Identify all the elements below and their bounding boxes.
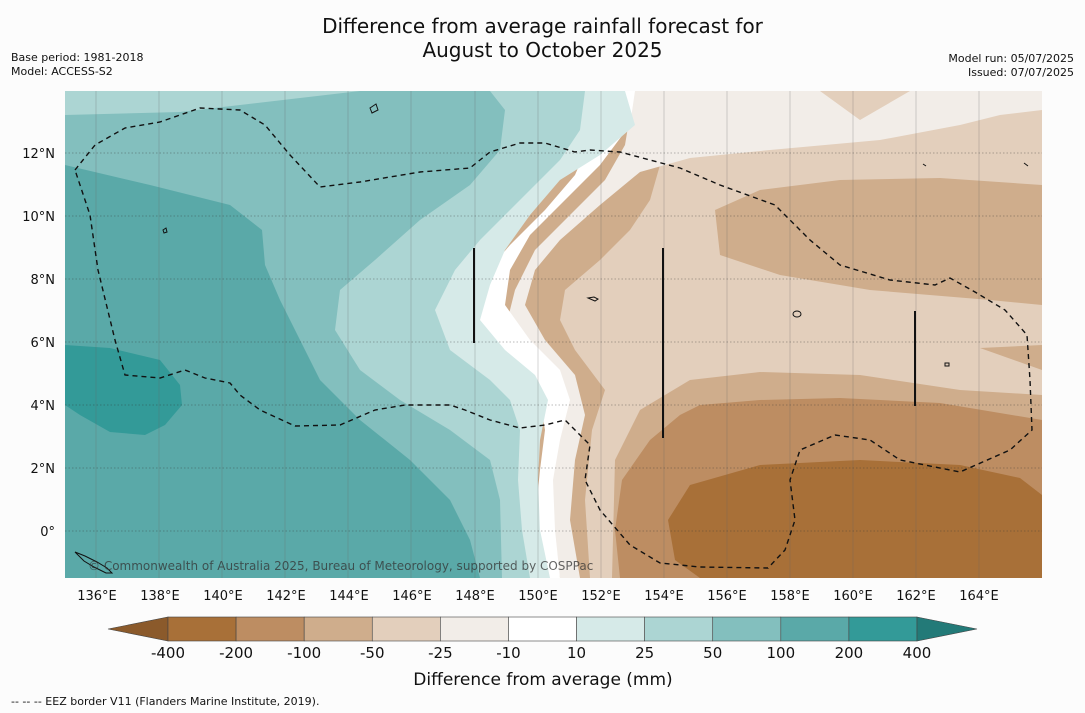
region-wet <box>65 165 480 578</box>
lon-label: 140°E <box>203 589 243 604</box>
lat-label: 10°N <box>22 210 55 225</box>
lat-axis: 12°N 10°N 8°N 6°N 4°N 2°N 0° <box>22 147 55 540</box>
lat-label: 0° <box>40 525 55 540</box>
colorbar-tick-label: 200 <box>835 644 864 662</box>
colorbar-cell <box>780 616 850 642</box>
vertical-markers <box>473 248 916 438</box>
lon-label: 160°E <box>833 589 873 604</box>
region-light-dry <box>560 91 1042 578</box>
region-slight-dry <box>505 91 1042 578</box>
lon-label: 152°E <box>581 589 621 604</box>
lon-label: 136°E <box>77 589 117 604</box>
colorbar-label: Difference from average (mm) <box>413 670 672 690</box>
colorbar-ticks: -400 -200 -100 -50 -25 -10 10 25 50 100 200 400 <box>151 644 931 662</box>
colorbar-cell <box>576 616 645 642</box>
lon-label: 144°E <box>329 589 369 604</box>
lon-label: 142°E <box>266 589 306 604</box>
meta-left: Base period: 1981-2018 Model: ACCESS-S2 <box>11 51 143 79</box>
lon-label: 148°E <box>455 589 495 604</box>
colorbar-tick-label: -100 <box>287 644 321 662</box>
meta-right: Model run: 05/07/2025 Issued: 07/07/2025 <box>948 52 1074 80</box>
islands <box>74 103 1029 574</box>
map-plot-area: © Commonwealth of Australia 2025, Bureau… <box>65 91 1042 578</box>
copyright-credit: © Commonwealth of Australia 2025, Bureau… <box>88 559 593 573</box>
model-name: Model: ACCESS-S2 <box>11 65 113 78</box>
title-line-2: August to October 2025 <box>422 38 663 62</box>
colorbar: -400 -200 -100 -50 -25 -10 10 25 50 100 200 400 Dif… <box>107 616 978 690</box>
colorbar-extend-high <box>916 616 978 642</box>
lon-label: 164°E <box>959 589 999 604</box>
region-neutral <box>470 91 635 578</box>
colorbar-cell <box>848 616 918 642</box>
colorbar-cell <box>167 616 237 642</box>
colorbar-cells <box>167 616 918 642</box>
colorbar-cell <box>303 616 373 642</box>
region-strong-dry <box>668 460 1042 578</box>
lat-label: 12°N <box>22 147 55 162</box>
colorbar-tick-label: 100 <box>766 644 795 662</box>
base-period: Base period: 1981-2018 <box>11 51 144 64</box>
colorbar-tick-label: -10 <box>496 644 521 662</box>
colorbar-cell <box>712 616 782 642</box>
lat-label: 6°N <box>31 336 56 351</box>
colorbar-cell <box>371 616 441 642</box>
map-title: Difference from average rainfall forecas… <box>0 14 1085 62</box>
colorbar-tick-label: 25 <box>635 644 654 662</box>
model-run: Model run: 05/07/2025 <box>948 52 1074 65</box>
lon-axis: 136°E 138°E 140°E 142°E 144°E 146°E 148°… <box>77 589 999 604</box>
colorbar-tick-label: 50 <box>703 644 722 662</box>
lat-label: 2°N <box>31 462 56 477</box>
lon-label: 138°E <box>140 589 180 604</box>
colorbar-tick-label: -25 <box>428 644 453 662</box>
colorbar-extend-low <box>107 616 169 642</box>
lon-label: 158°E <box>770 589 810 604</box>
lat-label: 8°N <box>31 273 56 288</box>
title-line-1: Difference from average rainfall forecas… <box>322 14 763 38</box>
region-strong-wet <box>65 345 182 435</box>
colorbar-tick-label: -200 <box>219 644 253 662</box>
lon-label: 146°E <box>392 589 432 604</box>
colorbar-tick-label: 400 <box>903 644 932 662</box>
colorbar-tick-label: -400 <box>151 644 185 662</box>
colorbar-cell <box>644 616 714 642</box>
colorbar-tick-label: 10 <box>567 644 586 662</box>
lon-label: 154°E <box>644 589 684 604</box>
colorbar-cell <box>440 616 509 642</box>
lon-label: 156°E <box>707 589 747 604</box>
issued-date: Issued: 07/07/2025 <box>967 66 1074 79</box>
colorbar-cell <box>508 616 577 642</box>
lon-label: 162°E <box>896 589 936 604</box>
colorbar-tick-label: -50 <box>360 644 385 662</box>
lon-label: 150°E <box>518 589 558 604</box>
colorbar-cell <box>235 616 305 642</box>
lat-label: 4°N <box>31 399 56 414</box>
eez-footnote: -- -- -- EEZ border V11 (Flanders Marine… <box>11 695 320 708</box>
